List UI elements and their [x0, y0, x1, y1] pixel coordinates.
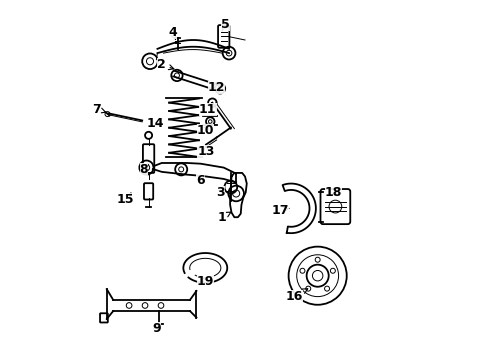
- Text: 10: 10: [196, 124, 214, 137]
- Text: 3: 3: [216, 186, 225, 199]
- Text: 16: 16: [286, 289, 308, 303]
- Text: 13: 13: [197, 145, 215, 158]
- Text: 11: 11: [199, 103, 217, 116]
- Text: 15: 15: [117, 193, 134, 206]
- Text: 14: 14: [147, 117, 165, 130]
- Text: 17: 17: [271, 204, 289, 217]
- Text: 2: 2: [157, 58, 174, 71]
- Text: 4: 4: [168, 26, 177, 40]
- Text: 8: 8: [140, 163, 148, 176]
- Text: 6: 6: [196, 174, 205, 186]
- Text: 5: 5: [221, 18, 230, 31]
- Text: 19: 19: [196, 275, 214, 288]
- Text: 1: 1: [218, 211, 231, 224]
- Text: 9: 9: [152, 321, 161, 335]
- Text: 18: 18: [325, 186, 343, 199]
- Text: 7: 7: [93, 103, 106, 116]
- Text: 12: 12: [208, 81, 225, 94]
